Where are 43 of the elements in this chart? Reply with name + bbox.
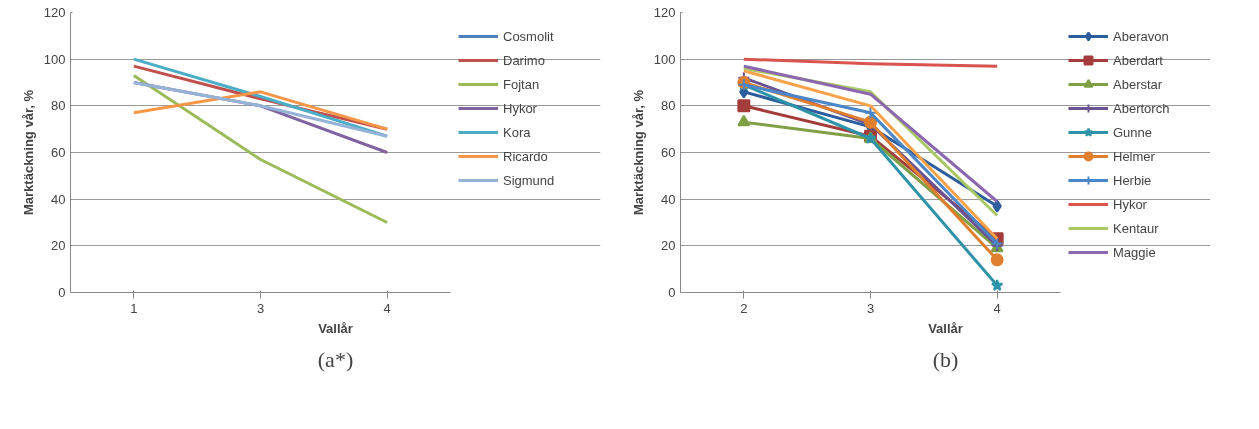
legend-label: Maggie [1113,243,1157,262]
x-axis-title: Vallår [318,320,353,336]
y-tick-label: 40 [661,191,676,207]
y-tick-label: 80 [661,98,676,114]
legend-label: Gunne [1113,123,1154,142]
y-tick-label: 20 [661,238,676,254]
legend-label: Cosmolit [503,27,555,46]
legend-label: Darimo [503,51,546,70]
y-axis-title: Marktäckning vår, % [630,89,646,215]
legend-label: Sigmund [503,171,556,190]
legend-label: Hykor [1113,195,1148,214]
y-tick-label: 20 [51,238,66,254]
x-tick-label: 1 [130,300,138,316]
y-tick-label: 0 [668,285,676,300]
x-tick-label: 4 [993,300,1001,316]
legend-label: Ricardo [503,147,549,166]
y-tick-label: 100 [43,51,66,67]
y-tick-label: 60 [661,145,676,160]
legend-label: Herbie [1113,171,1153,190]
legend-label: Aberavon [1113,27,1170,46]
x-axis-title: Vallår [928,320,963,336]
y-tick-label: 60 [51,145,66,160]
legend-label: Aberdart [1113,51,1164,70]
text: (a*) [317,346,354,372]
legend-label: Helmer [1113,147,1156,166]
y-axis-title: Marktäckning vår, % [20,89,36,215]
y-tick-label: 120 [653,5,676,20]
y-tick-label: 40 [51,191,66,207]
y-tick-label: 120 [43,5,66,20]
legend-label: Fojtan [503,75,541,94]
legend-label: Kentaur [1113,219,1160,238]
y-tick-label: 100 [653,51,676,67]
x-tick-label: 3 [866,300,875,316]
legend-label: Aberstar [1113,75,1164,94]
y-tick-label: 0 [58,285,66,300]
legend-label: Kora [503,123,532,142]
x-tick-label: 2 [740,300,748,316]
text: (b) [932,346,959,372]
legend-label: Hykor [503,99,538,118]
y-tick-label: 80 [51,98,66,114]
x-tick-label: 4 [383,300,391,316]
legend-label: Abertorch [1113,99,1171,118]
x-tick-label: 3 [256,300,265,316]
